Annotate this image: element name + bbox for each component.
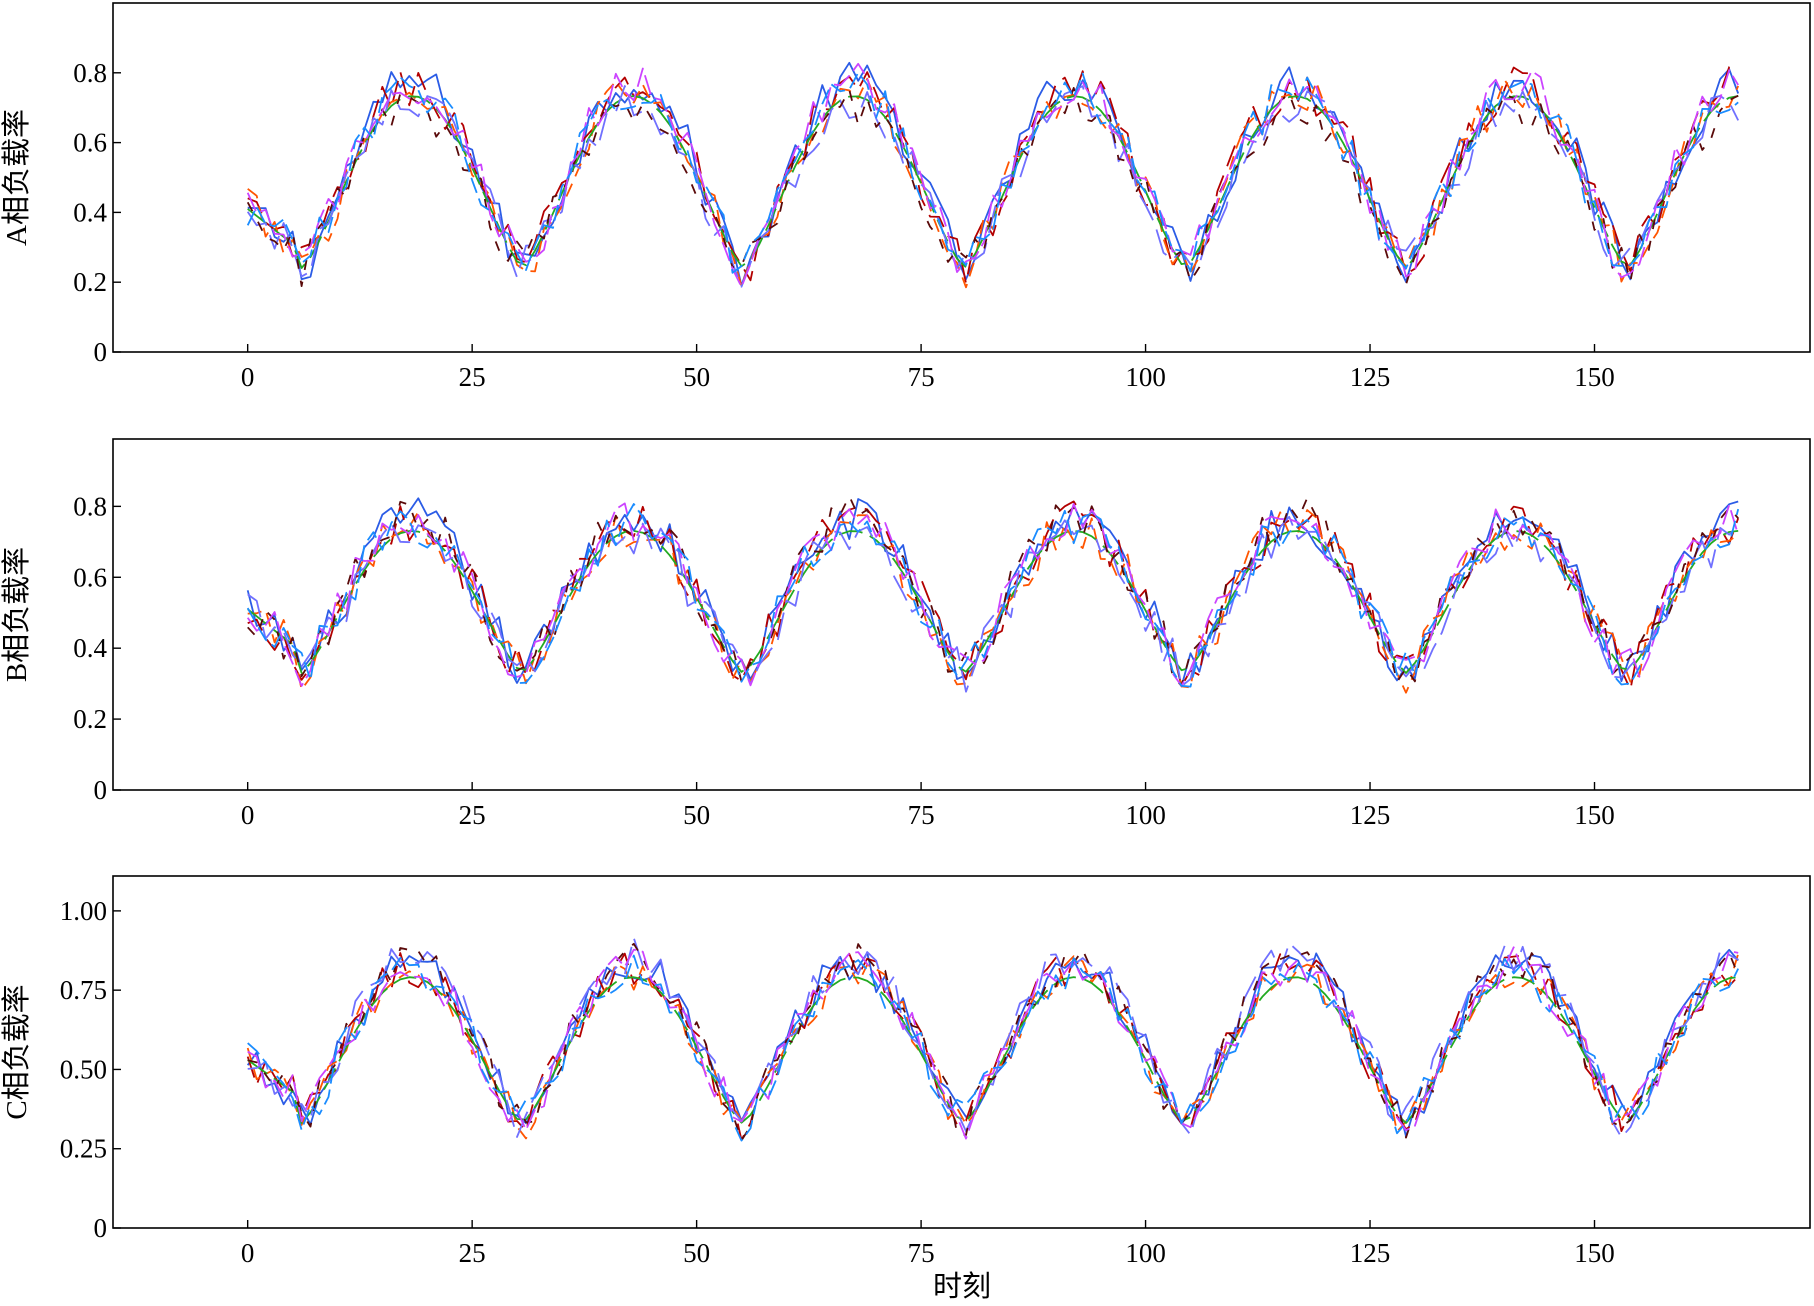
x-tick-label: 25 [459,800,486,830]
y-tick-label: 0 [94,1213,108,1243]
series-line [247,61,1740,287]
series-line [246,85,1740,288]
x-tick-label: 125 [1350,1238,1391,1268]
series-line [246,62,1739,288]
y-tick-label: 0.8 [73,58,107,88]
x-tick-label: 75 [908,362,935,392]
y-tick-label: 0.25 [60,1134,107,1164]
plot-area-frame [112,875,1811,1229]
x-tick-label: 75 [908,1238,935,1268]
x-tick-label: 0 [241,362,255,392]
series-line [246,71,1739,274]
x-tick-label: 150 [1574,800,1615,830]
y-tick-label: 0.6 [73,128,107,158]
x-tick-label: 100 [1125,362,1166,392]
y-tick-label: 0.4 [73,197,107,227]
series-line [247,937,1739,1139]
y-tick-label: 0.75 [60,975,107,1005]
y-axis-title: C相负载率 [0,984,33,1119]
series-line [247,946,1739,1140]
x-tick-label: 125 [1350,362,1391,392]
x-tick-label: 25 [459,1238,486,1268]
series-line [247,954,1740,1142]
x-tick-label: 50 [683,800,710,830]
y-tick-label: 1.00 [60,896,107,926]
x-axis-title: 时刻 [933,1270,991,1303]
series-line [247,66,1739,285]
series-line [247,515,1739,693]
y-tick-label: 0.4 [73,633,107,663]
phase-a-panel: 0 25 50 75 100 125 150 0 0.2 0.4 0.6 0.8 A相负载率 [0,2,1811,392]
series-line [247,530,1739,674]
y-tick-label: 0 [94,337,108,367]
y-axis-title: A相负载率 [0,109,33,246]
x-tick-label: 100 [1125,1238,1166,1268]
x-tick-label: 0 [241,1238,255,1268]
series-line [246,502,1740,687]
plot-area-frame [112,2,1811,353]
y-tick-label: 0.6 [73,562,107,592]
x-tick-label: 150 [1574,1238,1615,1268]
y-tick-label: 0.2 [73,267,107,297]
series-line [247,942,1740,1142]
series-line [247,509,1739,694]
y-tick-label: 0.8 [73,491,107,521]
x-tick-label: 50 [683,362,710,392]
y-axis-title: B相负载率 [0,547,33,682]
plot-area-frame [112,438,1811,791]
x-tick-label: 25 [459,362,486,392]
y-tick-label: 0 [94,775,108,805]
x-tick-label: 100 [1125,800,1166,830]
series-line [247,95,1739,269]
x-tick-label: 50 [683,1238,710,1268]
y-tick-label: 0.2 [73,704,107,734]
phase-b-panel: 0 25 50 75 100 125 150 0 0.2 0.4 0.6 0.8 B相负载率 [0,438,1811,830]
series-line [246,497,1739,688]
x-tick-label: 125 [1350,800,1391,830]
series-line [246,503,1740,688]
series-line [246,87,1739,288]
phase-c-panel: 0 25 50 75 100 125 150 0 0.25 0.50 0.75 1.00 C相负载率 [0,875,1811,1268]
x-tick-label: 75 [908,800,935,830]
y-tick-label: 0.50 [60,1054,107,1084]
x-tick-label: 150 [1574,362,1615,392]
x-tick-label: 0 [241,800,255,830]
